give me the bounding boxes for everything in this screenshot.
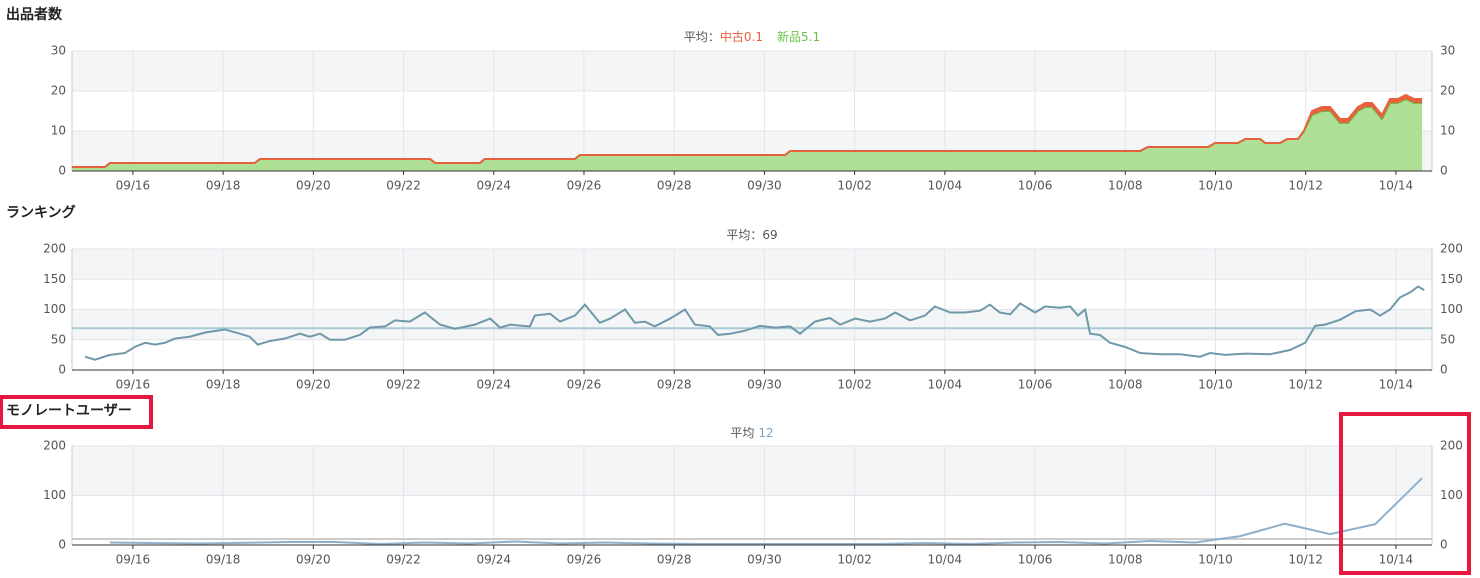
area-line <box>72 93 1423 168</box>
x-tick-label: 10/10 <box>1198 378 1233 392</box>
subtitle: 平均：69 <box>726 228 777 242</box>
average-value: 12 <box>758 426 773 440</box>
y2-tick-label: 20 <box>1440 84 1455 98</box>
x-tick-label: 09/26 <box>567 378 602 392</box>
x-tick-label: 10/06 <box>1018 553 1053 567</box>
highlight-box <box>0 395 153 429</box>
subtitle: 平均：中古0.1 新品5.1 <box>684 29 820 44</box>
x-tick-label: 09/30 <box>747 179 782 193</box>
x-tick-label: 10/06 <box>1018 378 1053 392</box>
plot-band <box>72 309 1432 340</box>
x-tick-label: 09/20 <box>296 378 331 392</box>
x-tick-label: 10/02 <box>837 179 872 193</box>
x-tick-label: 10/06 <box>1018 179 1053 193</box>
x-tick-label: 09/28 <box>657 553 692 567</box>
x-tick-label: 09/20 <box>296 179 331 193</box>
x-tick-label: 09/30 <box>747 553 782 567</box>
x-tick-label: 09/18 <box>206 179 241 193</box>
chart-title: モノレートユーザー <box>6 403 132 419</box>
subtitle-text: 平均： <box>684 30 720 44</box>
y-tick-label: 0 <box>58 538 66 552</box>
legend-average: 5.1 <box>801 30 820 44</box>
x-tick-label: 09/26 <box>567 179 602 193</box>
subtitle: 平均 12 <box>730 426 773 440</box>
x-tick-label: 09/22 <box>386 553 421 567</box>
x-tick-label: 10/04 <box>928 179 963 193</box>
x-tick-label: 10/02 <box>837 378 872 392</box>
y2-tick-label: 100 <box>1440 302 1463 316</box>
y2-tick-label: 200 <box>1440 439 1463 453</box>
y-tick-label: 150 <box>43 272 66 286</box>
x-tick-label: 10/08 <box>1108 553 1143 567</box>
y2-tick-label: 100 <box>1440 488 1463 502</box>
x-tick-label: 10/12 <box>1288 553 1323 567</box>
legend-name: 新品 <box>777 29 801 44</box>
y-tick-label: 100 <box>43 488 66 502</box>
y-tick-label: 100 <box>43 302 66 316</box>
x-tick-label: 10/04 <box>928 553 963 567</box>
x-tick-label: 09/26 <box>567 553 602 567</box>
x-tick-label: 09/28 <box>657 378 692 392</box>
x-tick-label: 09/24 <box>476 378 511 392</box>
x-tick-label: 09/22 <box>386 378 421 392</box>
x-tick-label: 09/18 <box>206 378 241 392</box>
x-tick-label: 09/20 <box>296 553 331 567</box>
x-tick-label: 09/16 <box>116 553 151 567</box>
y-tick-label: 30 <box>51 44 66 58</box>
y2-tick-label: 0 <box>1440 363 1448 377</box>
x-tick-label: 09/16 <box>116 378 151 392</box>
legend-average: 0.1 <box>744 30 763 44</box>
plot-band <box>72 249 1432 280</box>
x-tick-label: 10/12 <box>1288 179 1323 193</box>
x-tick-label: 10/08 <box>1108 179 1143 193</box>
y2-tick-label: 50 <box>1440 332 1455 346</box>
y-tick-label: 200 <box>43 242 66 256</box>
y2-tick-label: 10 <box>1440 124 1455 138</box>
y-tick-label: 20 <box>51 84 66 98</box>
x-tick-label: 10/10 <box>1198 179 1233 193</box>
plot-band <box>72 51 1432 91</box>
y-tick-label: 50 <box>51 332 66 346</box>
y2-tick-label: 0 <box>1440 164 1448 178</box>
x-tick-label: 09/16 <box>116 179 151 193</box>
x-tick-label: 10/14 <box>1379 378 1414 392</box>
x-tick-label: 09/24 <box>476 179 511 193</box>
y-tick-label: 200 <box>43 439 66 453</box>
line <box>84 285 1425 361</box>
chart-title: ランキング <box>6 204 76 221</box>
x-tick-label: 09/24 <box>476 553 511 567</box>
average-value: 69 <box>762 228 777 242</box>
y2-tick-label: 200 <box>1440 242 1463 256</box>
legend-name: 中古 <box>720 29 744 44</box>
y-tick-label: 10 <box>51 124 66 138</box>
y-tick-label: 0 <box>58 164 66 178</box>
x-tick-label: 09/18 <box>206 553 241 567</box>
area <box>72 99 1423 171</box>
x-tick-label: 10/14 <box>1379 553 1414 567</box>
x-tick-label: 10/04 <box>928 378 963 392</box>
y-tick-label: 0 <box>58 363 66 377</box>
subtitle-text: 平均 <box>730 426 754 440</box>
x-tick-label: 10/10 <box>1198 553 1233 567</box>
y2-tick-label: 150 <box>1440 272 1463 286</box>
x-tick-label: 09/28 <box>657 179 692 193</box>
plot-band <box>72 446 1432 496</box>
x-tick-label: 09/30 <box>747 378 782 392</box>
y2-tick-label: 30 <box>1440 44 1455 58</box>
x-tick-label: 10/12 <box>1288 378 1323 392</box>
x-tick-label: 10/08 <box>1108 378 1143 392</box>
subtitle-text: 平均： <box>726 228 762 242</box>
line <box>109 477 1423 546</box>
x-tick-label: 09/22 <box>386 179 421 193</box>
chart-title: 出品者数 <box>6 6 63 23</box>
y2-tick-label: 0 <box>1440 538 1448 552</box>
highlight-box <box>1339 412 1471 575</box>
x-tick-label: 10/02 <box>837 553 872 567</box>
x-tick-label: 10/14 <box>1379 179 1414 193</box>
